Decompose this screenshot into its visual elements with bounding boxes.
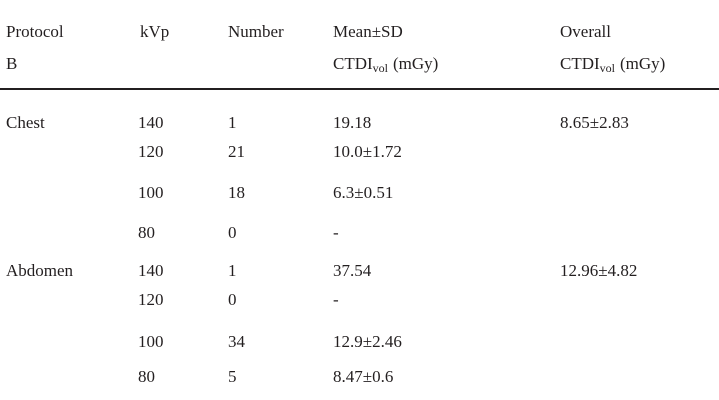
table-cell: 37.54 bbox=[333, 261, 372, 280]
header-subscript: vol bbox=[599, 61, 616, 75]
table-cell: 10.0±1.72 bbox=[333, 142, 402, 161]
table-cell: 12.9±2.46 bbox=[333, 332, 402, 351]
table-cell: 100 bbox=[138, 332, 164, 351]
table-cell: 19.18 bbox=[333, 113, 372, 132]
header-rule bbox=[0, 88, 719, 90]
table-cell: 80 bbox=[138, 223, 155, 242]
table-cell: 21 bbox=[228, 142, 245, 161]
header-unit: (mGy) bbox=[393, 54, 439, 73]
group-name: Chest bbox=[6, 113, 45, 132]
group-name: Abdomen bbox=[6, 261, 74, 280]
overall-value: 12.96±4.82 bbox=[560, 261, 638, 280]
table-cell: 1 bbox=[228, 261, 237, 280]
table-cell: 120 bbox=[138, 290, 164, 309]
table-cell: 34 bbox=[228, 332, 245, 351]
table-cell: 100 bbox=[138, 183, 164, 202]
header-text: CTDI bbox=[333, 54, 373, 73]
header-cell: Number bbox=[228, 22, 284, 41]
table-cell: 120 bbox=[138, 142, 164, 161]
table-cell: - bbox=[333, 223, 339, 242]
header-cell: Overall bbox=[560, 22, 611, 41]
header-cell: Protocol bbox=[6, 22, 64, 41]
table-cell: 6.3±0.51 bbox=[333, 183, 394, 202]
table-cell: 5 bbox=[228, 367, 237, 386]
header-unit: (mGy) bbox=[620, 54, 666, 73]
table-cell: 140 bbox=[138, 113, 164, 132]
header-text: CTDI bbox=[560, 54, 600, 73]
header-cell: Mean±SD bbox=[333, 22, 403, 41]
table-cell: - bbox=[333, 290, 339, 309]
table-cell: 0 bbox=[228, 290, 237, 309]
header-subscript: vol bbox=[372, 61, 389, 75]
table-cell: 80 bbox=[138, 367, 155, 386]
table-cell: 140 bbox=[138, 261, 164, 280]
table-cell: 8.47±0.6 bbox=[333, 367, 394, 386]
table-cell: 0 bbox=[228, 223, 237, 242]
header-cell: CTDIvol (mGy) bbox=[333, 54, 438, 78]
table-cell: 1 bbox=[228, 113, 237, 132]
overall-value: 8.65±2.83 bbox=[560, 113, 629, 132]
header-cell: B bbox=[6, 54, 18, 73]
table-cell: 18 bbox=[228, 183, 245, 202]
header-cell: kVp bbox=[140, 22, 170, 41]
header-cell: CTDIvol (mGy) bbox=[560, 54, 665, 78]
